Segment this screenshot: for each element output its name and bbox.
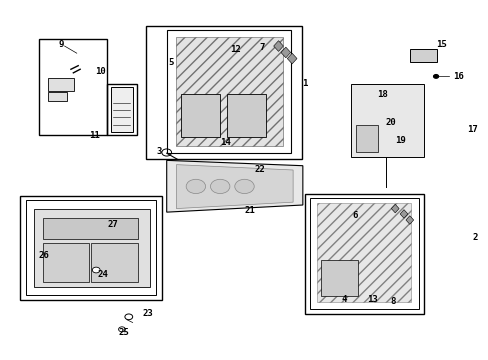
Polygon shape — [166, 160, 302, 212]
Circle shape — [210, 179, 229, 194]
Bar — [47, 78, 74, 91]
Bar — [42, 217, 137, 239]
Circle shape — [92, 267, 100, 273]
Circle shape — [124, 314, 132, 320]
Text: 10: 10 — [95, 67, 105, 76]
Text: 6: 6 — [352, 211, 357, 220]
Polygon shape — [176, 37, 283, 146]
Text: 3: 3 — [156, 147, 162, 156]
Polygon shape — [26, 200, 156, 295]
Text: 21: 21 — [244, 206, 255, 215]
Bar — [47, 93, 67, 102]
Polygon shape — [317, 203, 410, 302]
Bar — [356, 125, 377, 152]
Text: 22: 22 — [254, 165, 264, 174]
Text: 24: 24 — [98, 270, 108, 279]
Polygon shape — [309, 198, 418, 309]
Polygon shape — [405, 216, 413, 224]
Text: 26: 26 — [38, 251, 49, 260]
Text: 15: 15 — [436, 40, 447, 49]
Text: 18: 18 — [376, 90, 386, 99]
Polygon shape — [399, 210, 407, 218]
Text: 8: 8 — [389, 297, 395, 306]
Text: 14: 14 — [220, 138, 230, 147]
Text: 19: 19 — [394, 136, 405, 145]
Bar — [409, 49, 436, 62]
Text: 4: 4 — [341, 295, 346, 304]
Polygon shape — [176, 165, 292, 208]
Circle shape — [118, 327, 125, 332]
Text: 23: 23 — [142, 310, 153, 319]
Polygon shape — [166, 30, 290, 153]
Bar — [91, 243, 137, 282]
Text: 25: 25 — [118, 328, 128, 337]
Bar — [227, 94, 266, 137]
Circle shape — [234, 179, 254, 194]
Text: 20: 20 — [385, 118, 395, 127]
Text: 27: 27 — [107, 220, 118, 229]
Bar — [181, 94, 220, 137]
Bar — [305, 194, 424, 314]
Text: 5: 5 — [168, 58, 174, 67]
Text: 17: 17 — [466, 126, 477, 135]
Polygon shape — [34, 208, 149, 287]
Text: 12: 12 — [229, 45, 240, 54]
Text: 16: 16 — [453, 72, 464, 81]
Bar — [111, 87, 132, 132]
Polygon shape — [281, 47, 290, 58]
Polygon shape — [273, 41, 283, 51]
Bar — [42, 243, 89, 282]
Polygon shape — [287, 53, 296, 64]
Text: 2: 2 — [471, 233, 477, 242]
Polygon shape — [390, 204, 398, 213]
Bar — [20, 196, 162, 300]
Bar — [107, 84, 136, 135]
Bar — [39, 39, 107, 135]
Text: 1: 1 — [301, 79, 306, 88]
Bar — [146, 26, 301, 158]
Circle shape — [433, 75, 438, 78]
Circle shape — [186, 179, 205, 194]
Text: 9: 9 — [59, 40, 64, 49]
Polygon shape — [351, 84, 424, 157]
Text: 11: 11 — [89, 131, 100, 140]
Text: 13: 13 — [366, 295, 377, 304]
Text: 7: 7 — [259, 43, 264, 52]
Bar — [321, 260, 357, 296]
